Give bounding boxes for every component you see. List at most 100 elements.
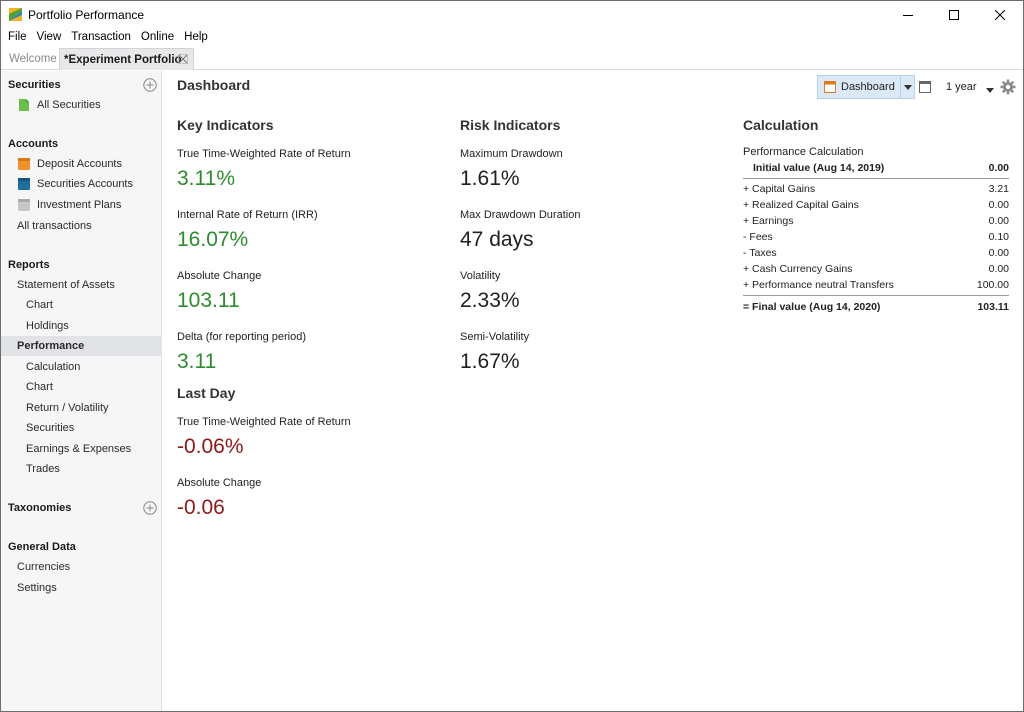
max-drawdown-value: 1.61% <box>460 167 520 190</box>
sidebar-item-label: Chart <box>26 299 53 311</box>
sidebar-item-label: Settings <box>17 582 57 594</box>
title-bar: Portfolio Performance <box>1 1 1023 28</box>
irr-value: 16.07% <box>177 228 249 251</box>
sidebar-item-performance[interactable]: Performance <box>1 336 162 356</box>
final-value-label: = Final value (Aug 14, 2020) <box>743 301 881 313</box>
performance-calculation-label: Performance Calculation <box>743 146 864 158</box>
sidebar-header-reports: Reports <box>8 259 50 271</box>
tab-bar: Welcome *Experiment Portfolio <box>1 46 1023 70</box>
sidebar-item-perf-securities[interactable]: Securities <box>1 418 162 438</box>
sidebar-item-label: Currencies <box>17 561 71 573</box>
add-taxonomy-icon[interactable] <box>143 501 157 515</box>
volatility-label: Volatility <box>460 270 501 282</box>
sidebar-header-accounts: Accounts <box>8 138 59 150</box>
sidebar-item-securities-accounts[interactable]: Securities Accounts <box>1 174 162 194</box>
final-value-amount: 103.11 <box>977 301 1009 313</box>
sidebar-item-statement-of-assets[interactable]: Statement of Assets <box>1 275 162 295</box>
sidebar-header-general-data: General Data <box>8 541 76 553</box>
calc-row: + Cash Currency Gains 0.00 <box>743 261 1009 277</box>
sidebar-item-label: Statement of Assets <box>17 279 115 291</box>
sidebar-item-investment-plans[interactable]: Investment Plans <box>1 195 162 215</box>
sidebar-item-soa-chart[interactable]: Chart <box>1 295 162 315</box>
calc-row: + Performance neutral Transfers 100.00 <box>743 277 1009 293</box>
tab-experiment-portfolio[interactable]: *Experiment Portfolio <box>59 48 194 70</box>
sidebar-item-label: Securities <box>26 422 75 434</box>
calculation-heading: Calculation <box>743 117 819 133</box>
absolute-change-label: Absolute Change <box>177 270 262 282</box>
dashboard-selector[interactable]: Dashboard <box>817 75 915 99</box>
sidebar-item-earnings-expenses[interactable]: Earnings & Expenses <box>1 439 162 459</box>
tab-portfolio-label: *Experiment Portfolio <box>64 53 182 66</box>
calc-row-label: + Realized Capital Gains <box>743 199 859 211</box>
sidebar-item-label: Investment Plans <box>37 199 122 211</box>
irr-label: Internal Rate of Return (IRR) <box>177 209 318 221</box>
sidebar-header-taxonomies: Taxonomies <box>8 502 72 514</box>
investment-plan-icon <box>18 199 30 211</box>
close-button[interactable] <box>977 1 1023 28</box>
sidebar-item-perf-chart[interactable]: Chart <box>1 377 162 397</box>
calc-row: - Taxes 0.00 <box>743 245 1009 261</box>
security-document-icon <box>18 99 30 111</box>
key-indicators-heading: Key Indicators <box>177 117 274 133</box>
reporting-period-chevron-icon[interactable] <box>986 84 994 96</box>
sidebar-header-securities: Securities <box>8 79 61 91</box>
gear-icon[interactable] <box>1000 79 1016 95</box>
sidebar-item-label: Return / Volatility <box>26 402 109 414</box>
main-panel: Dashboard Dashboard 1 year <box>163 71 1023 711</box>
sidebar-item-label: Performance <box>17 340 85 352</box>
menu-help[interactable]: Help <box>184 31 208 43</box>
menu-online[interactable]: Online <box>140 31 175 43</box>
sidebar-item-label: Trades <box>26 463 60 475</box>
menu-file[interactable]: File <box>8 31 27 43</box>
sidebar: Securities All Securities Accounts Depos… <box>1 71 162 711</box>
sidebar-item-label: Chart <box>26 381 53 393</box>
minimize-button[interactable] <box>885 1 931 28</box>
ttwror-label: True Time-Weighted Rate of Return <box>177 148 351 160</box>
initial-value-amount: 0.00 <box>988 162 1009 174</box>
dashboard-selector-label: Dashboard <box>841 81 895 93</box>
calc-row-label: + Cash Currency Gains <box>743 263 853 275</box>
calc-row-label: - Fees <box>743 231 773 243</box>
risk-indicators-heading: Risk Indicators <box>460 117 561 133</box>
sidebar-item-all-transactions[interactable]: All transactions <box>1 216 162 236</box>
sidebar-item-all-securities[interactable]: All Securities <box>1 95 162 115</box>
last-day-absolute-change-label: Absolute Change <box>177 477 262 489</box>
maximize-button[interactable] <box>931 1 977 28</box>
tab-welcome-label: Welcome <box>9 53 57 65</box>
sidebar-item-return-volatility[interactable]: Return / Volatility <box>1 398 162 418</box>
window-restore-icon[interactable] <box>919 81 931 93</box>
sidebar-item-currencies[interactable]: Currencies <box>1 557 162 577</box>
chevron-down-icon[interactable] <box>900 76 914 98</box>
calc-row-value: 0.00 <box>988 199 1009 211</box>
menu-view[interactable]: View <box>36 31 62 43</box>
risk-indicators-column: Risk Indicators Maximum Drawdown 1.61% M… <box>460 117 720 392</box>
page-title: Dashboard <box>177 77 251 93</box>
sidebar-item-soa-holdings[interactable]: Holdings <box>1 316 162 336</box>
sidebar-item-label: All Securities <box>37 99 101 111</box>
add-security-icon[interactable] <box>143 78 157 92</box>
sidebar-item-trades[interactable]: Trades <box>1 459 162 479</box>
delta-label: Delta (for reporting period) <box>177 331 307 343</box>
calc-row-label: + Performance neutral Transfers <box>743 279 894 291</box>
sidebar-item-label: Deposit Accounts <box>37 158 122 170</box>
calc-row-label: + Capital Gains <box>743 183 816 195</box>
last-day-ttwror-label: True Time-Weighted Rate of Return <box>177 416 351 428</box>
calc-row-value: 3.21 <box>988 183 1009 195</box>
calc-row: + Capital Gains 3.21 <box>743 181 1009 197</box>
tab-close-icon[interactable] <box>178 54 188 64</box>
calc-row-label: - Taxes <box>743 247 777 259</box>
sidebar-item-settings[interactable]: Settings <box>1 578 162 598</box>
reporting-period-label[interactable]: 1 year <box>946 81 977 93</box>
tab-welcome[interactable]: Welcome <box>5 48 59 70</box>
sidebar-item-deposit-accounts[interactable]: Deposit Accounts <box>1 154 162 174</box>
calc-row-value: 0.10 <box>988 231 1009 243</box>
calc-row: + Earnings 0.00 <box>743 213 1009 229</box>
initial-value-row: Initial value (Aug 14, 2019) 0.00 <box>743 160 1009 176</box>
app-logo-icon <box>9 8 22 21</box>
sidebar-item-perf-calculation[interactable]: Calculation <box>1 357 162 377</box>
max-drawdown-duration-value: 47 days <box>460 228 534 251</box>
last-day-ttwror-value: -0.06% <box>177 435 244 458</box>
sidebar-item-label: Calculation <box>26 361 81 373</box>
menu-transaction[interactable]: Transaction <box>71 31 131 43</box>
